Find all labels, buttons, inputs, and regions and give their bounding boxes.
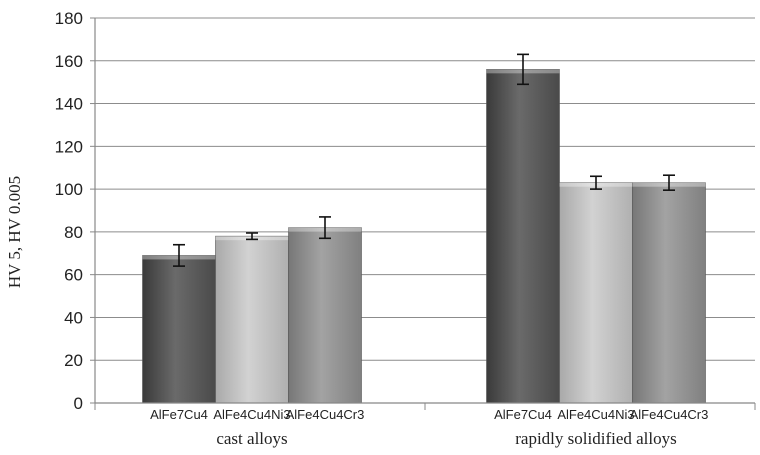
y-tick-label: 60 — [64, 266, 83, 285]
y-tick-label: 160 — [55, 52, 83, 71]
bar — [486, 69, 560, 404]
y-tick-label: 100 — [55, 180, 83, 199]
labels: 0 20 40 60 80 100 120 140 160 180 AlFe7Cu4 AlFe4Cu4… — [55, 9, 709, 448]
y-tick-label: 180 — [55, 9, 83, 28]
group-label: cast alloys — [216, 429, 287, 448]
bar-category-label: AlFe4Cu4Ni3 — [213, 407, 290, 422]
axes — [90, 17, 756, 410]
bars — [142, 53, 706, 404]
bar — [142, 255, 216, 404]
y-axis-label: HV 5, HV 0.005 — [5, 176, 24, 288]
y-tick-label: 40 — [64, 308, 83, 327]
y-tick-label: 140 — [55, 95, 83, 114]
y-tick-label: 20 — [64, 351, 83, 370]
bar-category-label: AlFe7Cu4 — [150, 407, 208, 422]
bar — [288, 227, 362, 404]
bar — [632, 182, 706, 404]
bar-category-label: AlFe4Cu4Ni3 — [557, 407, 634, 422]
y-tick-label: 120 — [55, 137, 83, 156]
bar-category-label: AlFe7Cu4 — [494, 407, 552, 422]
bar — [559, 182, 633, 404]
bar-category-label: AlFe4Cu4Cr3 — [286, 407, 365, 422]
bar — [215, 235, 289, 404]
y-tick-label: 0 — [74, 394, 83, 413]
y-tick-label: 80 — [64, 223, 83, 242]
group-label: rapidly solidified alloys — [515, 429, 676, 448]
bar-category-label: AlFe4Cu4Cr3 — [630, 407, 709, 422]
